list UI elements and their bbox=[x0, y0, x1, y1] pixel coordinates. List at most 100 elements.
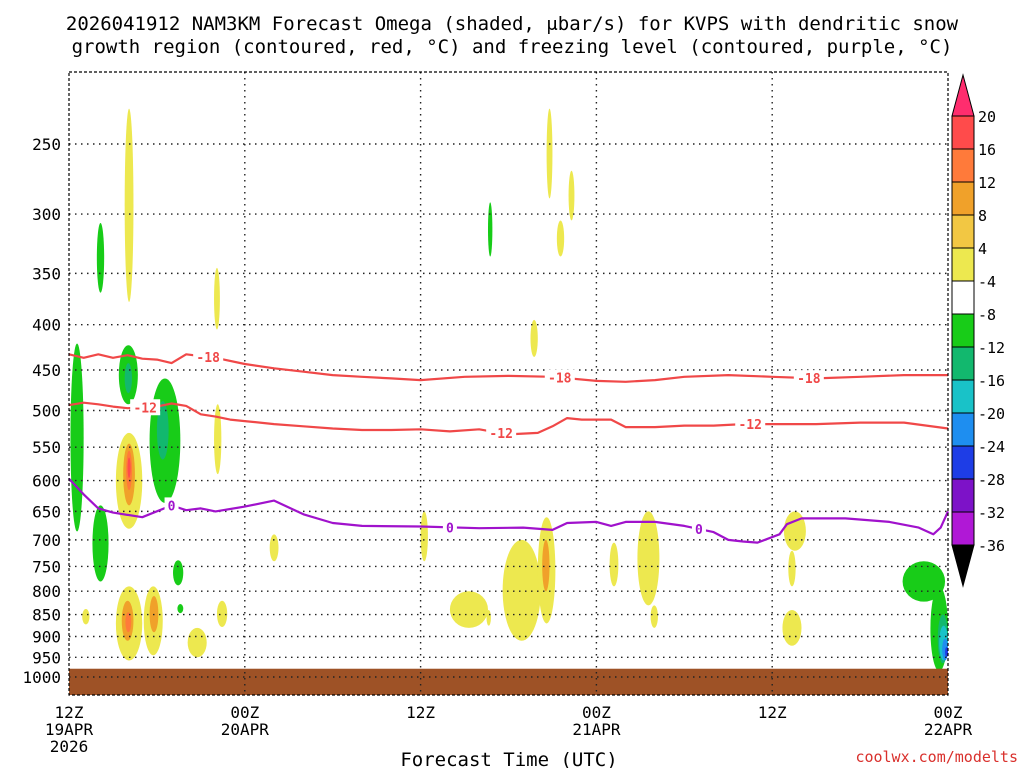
y-tick-label-850: 850 bbox=[32, 606, 61, 625]
omega-region-12-46 bbox=[125, 612, 132, 633]
y-tick-label-800: 800 bbox=[32, 582, 61, 601]
colorbar-segment-3 bbox=[951, 214, 975, 249]
colorbar-segment-10 bbox=[951, 445, 975, 480]
colorbar-bottom-arrow bbox=[951, 544, 975, 588]
colorbar-tick-label-6: -8 bbox=[978, 306, 996, 324]
omega-region-8-44 bbox=[542, 539, 550, 592]
colorbar-segment-11 bbox=[951, 478, 975, 513]
colorbar-segment-8 bbox=[951, 379, 975, 414]
x-tick-label-2-l1: 12Z bbox=[406, 703, 435, 722]
colorbar-tick-label-7: -12 bbox=[978, 339, 1005, 357]
isotherm-minus12-label-1: -12 bbox=[489, 427, 512, 442]
colorbar-tick-label-11: -28 bbox=[978, 471, 1005, 489]
omega-region-4-24 bbox=[214, 404, 222, 475]
colorbar-tick-label-12: -32 bbox=[978, 504, 1005, 522]
colorbar-segment-1 bbox=[951, 148, 975, 183]
colorbar-segment-12 bbox=[951, 511, 975, 546]
x-tick-label-0-l2: 19APR bbox=[45, 720, 94, 739]
freezing-level-label-bg-1 bbox=[442, 519, 457, 536]
omega-region--4-5 bbox=[173, 560, 184, 586]
isotherm-minus18: -18 -18 -18 bbox=[68, 348, 948, 387]
plot-frame bbox=[68, 71, 949, 696]
omega-region--4-2 bbox=[96, 222, 105, 293]
isotherm-minus12-label-bg-2 bbox=[735, 416, 766, 433]
freezing-level-label-2: 0 bbox=[695, 523, 703, 538]
colorbar-tick-label-4: 4 bbox=[978, 240, 987, 258]
isotherm-minus18-label-bg-0 bbox=[193, 348, 224, 365]
omega-region-4-33 bbox=[486, 609, 491, 626]
chart-title-line-2: growth region (contoured, red, °C) and f… bbox=[72, 36, 953, 58]
isotherm-minus18-line bbox=[68, 353, 948, 383]
y-tick-label-1000: 1000 bbox=[22, 668, 61, 687]
y-tick-label-700: 700 bbox=[32, 531, 61, 550]
x-tick-label-4-l1: 12Z bbox=[758, 703, 787, 722]
omega-region-4-16 bbox=[82, 609, 90, 625]
omega-region-4-23 bbox=[216, 600, 228, 627]
colorbar-segment-9 bbox=[951, 412, 975, 447]
freezing-level-label-1: 0 bbox=[446, 521, 454, 536]
x-tick-label-1-l1: 00Z bbox=[230, 703, 259, 722]
omega-region--4-7 bbox=[487, 202, 493, 257]
omega-region-4-38 bbox=[783, 511, 806, 551]
isotherm-minus12-label-bg-0 bbox=[130, 399, 161, 416]
omega-region-4-22 bbox=[214, 267, 220, 330]
omega-region-4-31 bbox=[568, 170, 575, 221]
y-tick-label-750: 750 bbox=[32, 557, 61, 576]
colorbar-tick-label-10: -24 bbox=[978, 438, 1005, 456]
omega-region--4-6 bbox=[177, 603, 184, 614]
isotherm-minus18-label-0: -18 bbox=[196, 351, 220, 366]
isotherm-minus12-label-0: -12 bbox=[133, 401, 156, 416]
y-axis-ticks: 250 300 350 400 450 500 550 600 650 700 750 800 850 9… bbox=[22, 135, 61, 687]
x-axis-label: Forecast Time (UTC) bbox=[400, 749, 617, 768]
colorbar-segment-4 bbox=[951, 247, 975, 282]
freezing-level-label-bg-2 bbox=[691, 521, 706, 538]
isotherm-minus18-label-bg-1 bbox=[544, 369, 575, 386]
x-tick-label-1-l2: 20APR bbox=[221, 720, 270, 739]
freezing-level-label-bg-0 bbox=[164, 497, 179, 514]
credit-text: coolwx.com/modelts bbox=[855, 748, 1018, 766]
omega-region--20-15 bbox=[945, 647, 949, 658]
y-tick-label-450: 450 bbox=[32, 361, 61, 380]
colorbar-tick-label-5: -4 bbox=[978, 273, 996, 291]
colorbar-tick-label-13: -36 bbox=[978, 537, 1005, 555]
colorbar-tick-label-1: 16 bbox=[978, 141, 996, 159]
colorbar-segment-7 bbox=[951, 346, 975, 381]
freezing-level: 0 0 0 bbox=[68, 477, 950, 544]
colorbar-tick-label-3: 8 bbox=[978, 207, 987, 225]
colorbar-segment-0 bbox=[951, 115, 975, 150]
colorbar-segment-5 bbox=[951, 280, 975, 315]
omega-region-4-36 bbox=[609, 542, 619, 587]
omega-region-4-25 bbox=[269, 534, 279, 562]
colorbar-tick-label-9: -20 bbox=[978, 405, 1005, 423]
x-tick-label-3-l1: 00Z bbox=[582, 703, 611, 722]
omega-region--8-10 bbox=[124, 363, 132, 394]
omega-region-4-21 bbox=[187, 627, 207, 658]
y-tick-label-600: 600 bbox=[32, 472, 61, 491]
omega-region-4-40 bbox=[782, 609, 802, 646]
freezing-level-line bbox=[68, 477, 950, 544]
omega-region-4-35 bbox=[637, 511, 660, 606]
isotherm-minus12: -12 -12 -12 bbox=[68, 399, 949, 442]
omega-region--4-0 bbox=[70, 343, 84, 532]
omega-region--4-1 bbox=[92, 505, 109, 582]
grid bbox=[69, 72, 948, 695]
y-tick-label-250: 250 bbox=[32, 135, 61, 154]
omega-region-4-26 bbox=[530, 319, 538, 357]
isotherm-minus18-label-2: -18 bbox=[797, 372, 821, 387]
omega-region-4-32 bbox=[556, 220, 565, 257]
y-tick-label-400: 400 bbox=[32, 316, 61, 335]
colorbar-tick-label-0: 20 bbox=[978, 108, 996, 126]
omega-shading bbox=[70, 108, 949, 672]
y-tick-label-550: 550 bbox=[32, 438, 61, 457]
y-tick-label-950: 950 bbox=[32, 648, 61, 667]
x-tick-label-0-l3: 2026 bbox=[50, 737, 89, 756]
x-tick-label-5-l2: 22APR bbox=[924, 720, 973, 739]
omega-region-4-28 bbox=[449, 591, 488, 628]
y-tick-label-900: 900 bbox=[32, 627, 61, 646]
chart-title-line-1: 2026041912 NAM3KM Forecast Omega (shaded… bbox=[66, 13, 959, 35]
y-tick-label-650: 650 bbox=[32, 502, 61, 521]
isotherm-minus18-label-1: -18 bbox=[548, 371, 572, 386]
y-tick-label-300: 300 bbox=[32, 205, 61, 224]
isotherm-minus12-label-2: -12 bbox=[738, 418, 761, 433]
